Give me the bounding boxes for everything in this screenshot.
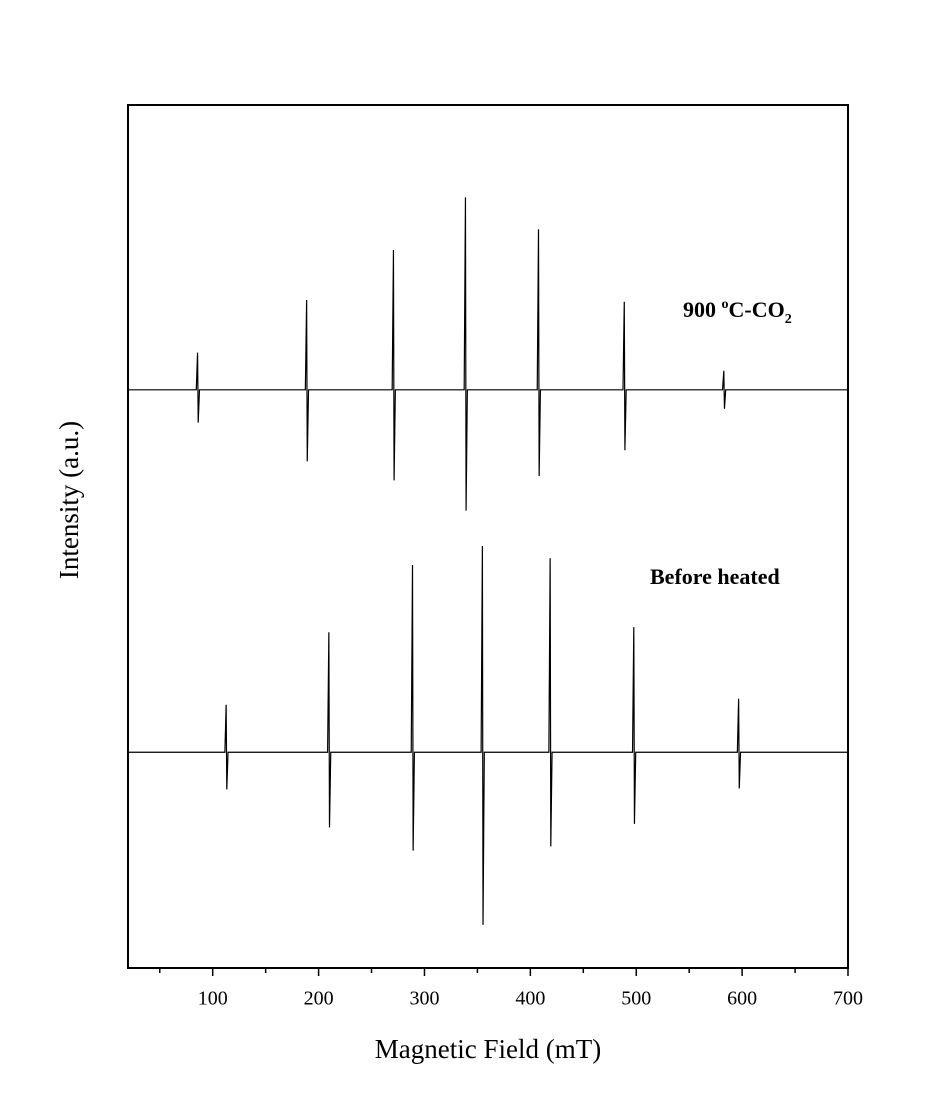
annotation-part: o	[722, 297, 729, 312]
x-axis-label: Magnetic Field (mT)	[375, 1034, 601, 1064]
annotation: Before heated	[650, 564, 780, 589]
annotation: 900 oC-CO2	[683, 297, 792, 327]
y-axis-label: Intensity (a.u.)	[54, 421, 84, 579]
x-tick-label: 100	[198, 988, 228, 1010]
spectrum-line	[128, 545, 848, 925]
plot-frame	[127, 104, 849, 969]
annotation-part: 2	[785, 312, 792, 327]
x-tick-label: 400	[515, 988, 545, 1010]
x-tick-label: 300	[409, 988, 439, 1010]
x-tick-label: 200	[304, 988, 334, 1010]
spectrum-line	[128, 197, 848, 511]
x-tick-label: 600	[727, 988, 757, 1010]
annotation-part: C-CO	[729, 297, 785, 322]
x-tick-label: 500	[621, 988, 651, 1010]
annotation-part: 900	[683, 297, 722, 322]
annotation-part: Before heated	[650, 564, 780, 589]
x-tick-label: 700	[833, 988, 863, 1010]
